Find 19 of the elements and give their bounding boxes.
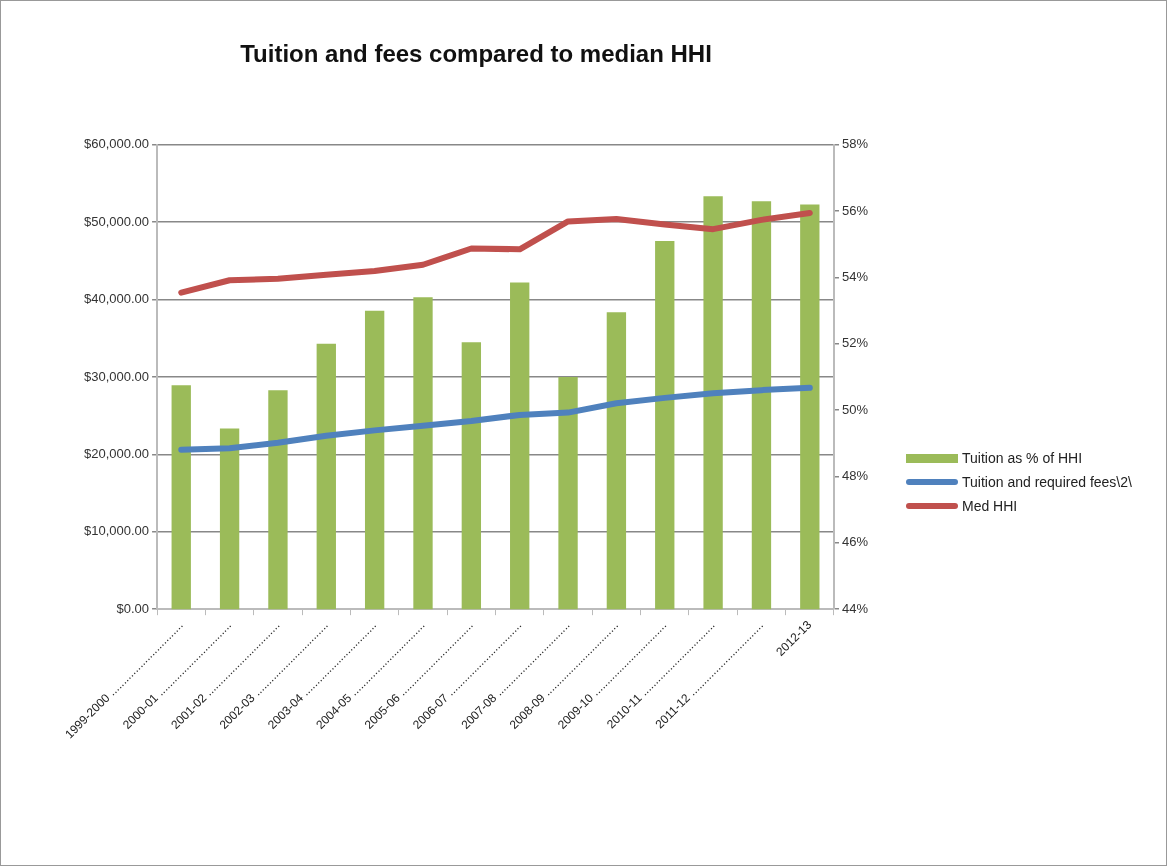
legend-label: Med HHI (962, 498, 1018, 514)
legend-label: Tuition and required fees\2\ (962, 474, 1132, 490)
legend-label: Tuition as % of HHI (962, 450, 1083, 466)
y2-tick-label: 48% (841, 468, 869, 484)
y-tick-label: $10,000.00 (83, 523, 150, 539)
y2-tick-label: 52% (841, 335, 869, 351)
y-tick-label: $20,000.00 (83, 445, 150, 461)
y2-tick-label: 46% (841, 534, 869, 550)
y2-tick-label: 58% (841, 136, 869, 152)
chart-title: Tuition and fees compared to median HHI (240, 40, 712, 68)
y-tick-label: $60,000.00 (83, 136, 150, 152)
y-tick-label: $30,000.00 (83, 368, 150, 384)
y-tick-label: $40,000.00 (83, 291, 150, 307)
y-tick-label: $50,000.00 (83, 213, 150, 229)
y2-tick-label: 44% (841, 600, 869, 616)
y2-tick-label: 56% (841, 202, 869, 218)
y2-tick-label: 50% (841, 401, 869, 417)
y2-tick-label: 54% (841, 269, 869, 285)
y-tick-label: $0.00 (116, 600, 150, 616)
